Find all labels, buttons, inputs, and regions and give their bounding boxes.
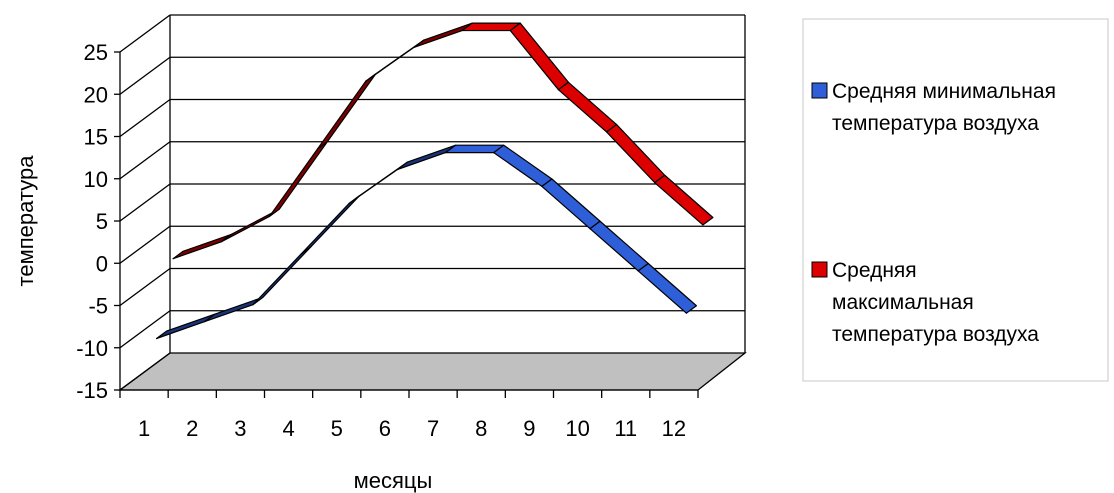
- data-point: [637, 270, 639, 272]
- y-tick-label: 5: [96, 209, 108, 234]
- side-gridline: [119, 14, 171, 53]
- x-tick-label: 4: [282, 416, 294, 441]
- ribbon-segment: [252, 246, 312, 306]
- x-tick-label: 10: [565, 416, 589, 441]
- ribbon-segment: [541, 178, 601, 230]
- legend-label: Средняя: [832, 259, 917, 282]
- y-tick-label: 0: [96, 251, 108, 276]
- ribbon-segment: [654, 174, 714, 226]
- ribbon-segment: [509, 22, 570, 91]
- data-point: [268, 215, 271, 218]
- ribbon-segment: [204, 296, 264, 323]
- x-axis-title: месяцы: [354, 468, 433, 493]
- data-point: [172, 258, 174, 260]
- legend-item: Средняя минимальная температура воздуха: [811, 80, 1056, 135]
- series-layer: [155, 22, 714, 340]
- ribbon-segment: [605, 123, 666, 184]
- data-point: [541, 185, 543, 187]
- side-gridline: [119, 98, 171, 138]
- data-point: [557, 89, 560, 91]
- side-gridline: [119, 183, 171, 222]
- data-point: [348, 202, 350, 204]
- x-tick-label: 12: [662, 416, 686, 441]
- side-gridline: [119, 352, 171, 391]
- data-point: [444, 152, 447, 154]
- ribbon-segment: [396, 144, 457, 171]
- y-tick-label: -10: [76, 336, 108, 361]
- ribbon-segment: [557, 81, 618, 133]
- data-point: [316, 148, 319, 150]
- ribbon-segment: [172, 233, 232, 260]
- ribbon-segment: [300, 195, 360, 255]
- data-point: [702, 224, 704, 226]
- data-point: [300, 253, 302, 255]
- data-point: [252, 304, 254, 306]
- data-point: [461, 29, 463, 32]
- legend-swatch: [811, 82, 828, 99]
- data-point: [204, 321, 206, 323]
- y-tick-label: 10: [84, 167, 108, 192]
- data-point: [509, 29, 511, 32]
- x-tick-label: 9: [523, 416, 535, 441]
- data-point: [605, 131, 608, 133]
- ribbon-segment: [155, 313, 216, 340]
- x-tick-label: 11: [614, 416, 637, 441]
- grid-layer: [118, 14, 747, 391]
- ribbon-segment: [316, 73, 377, 150]
- side-gridline: [119, 56, 171, 95]
- x-tick-label: 3: [234, 416, 246, 441]
- ribbon-segment: [413, 22, 473, 49]
- legend-box: [802, 18, 1109, 382]
- x-tick-label: 5: [331, 416, 343, 441]
- data-point: [396, 168, 399, 171]
- legend-label: Средняя минимальная: [832, 80, 1056, 103]
- side-gridline: [119, 225, 171, 264]
- y-axis-title: температура: [13, 155, 38, 287]
- side-gridline: [119, 267, 171, 307]
- series-ribbon: [172, 22, 714, 260]
- x-tick-label: 6: [379, 416, 391, 441]
- data-point: [654, 182, 656, 184]
- x-tick-label: 8: [475, 416, 487, 441]
- data-point: [365, 80, 367, 82]
- side-gridline: [119, 141, 171, 180]
- y-tick-label: -15: [76, 378, 108, 403]
- chart-floor: [118, 352, 747, 391]
- legend-item: Средняя максимальная температура воздуха: [811, 259, 1039, 346]
- ribbon-segment: [637, 262, 698, 314]
- ribbon-segment: [589, 220, 649, 272]
- x-tick-label: 1: [138, 416, 150, 441]
- side-gridline: [119, 310, 171, 349]
- y-tick-label: 15: [84, 125, 108, 150]
- y-tick-label: 20: [84, 82, 108, 107]
- x-tick-label: 2: [186, 416, 198, 441]
- legend-label: максимальная: [832, 291, 974, 314]
- legend-label: температура воздуха: [832, 112, 1039, 135]
- data-point: [685, 312, 688, 314]
- ribbon-segment: [493, 144, 553, 187]
- y-tick-label: -5: [88, 294, 108, 319]
- legend-label: температура воздуха: [832, 323, 1039, 346]
- series-ribbon: [155, 144, 698, 340]
- data-point: [589, 228, 591, 230]
- legend-swatch: [811, 261, 828, 278]
- ribbon-segment: [268, 140, 329, 218]
- data-point: [413, 46, 415, 49]
- data-point: [155, 337, 158, 340]
- y-tick-label: 25: [84, 40, 108, 65]
- x-tick-label: 7: [427, 416, 439, 441]
- data-point: [220, 241, 222, 243]
- data-point: [493, 152, 495, 154]
